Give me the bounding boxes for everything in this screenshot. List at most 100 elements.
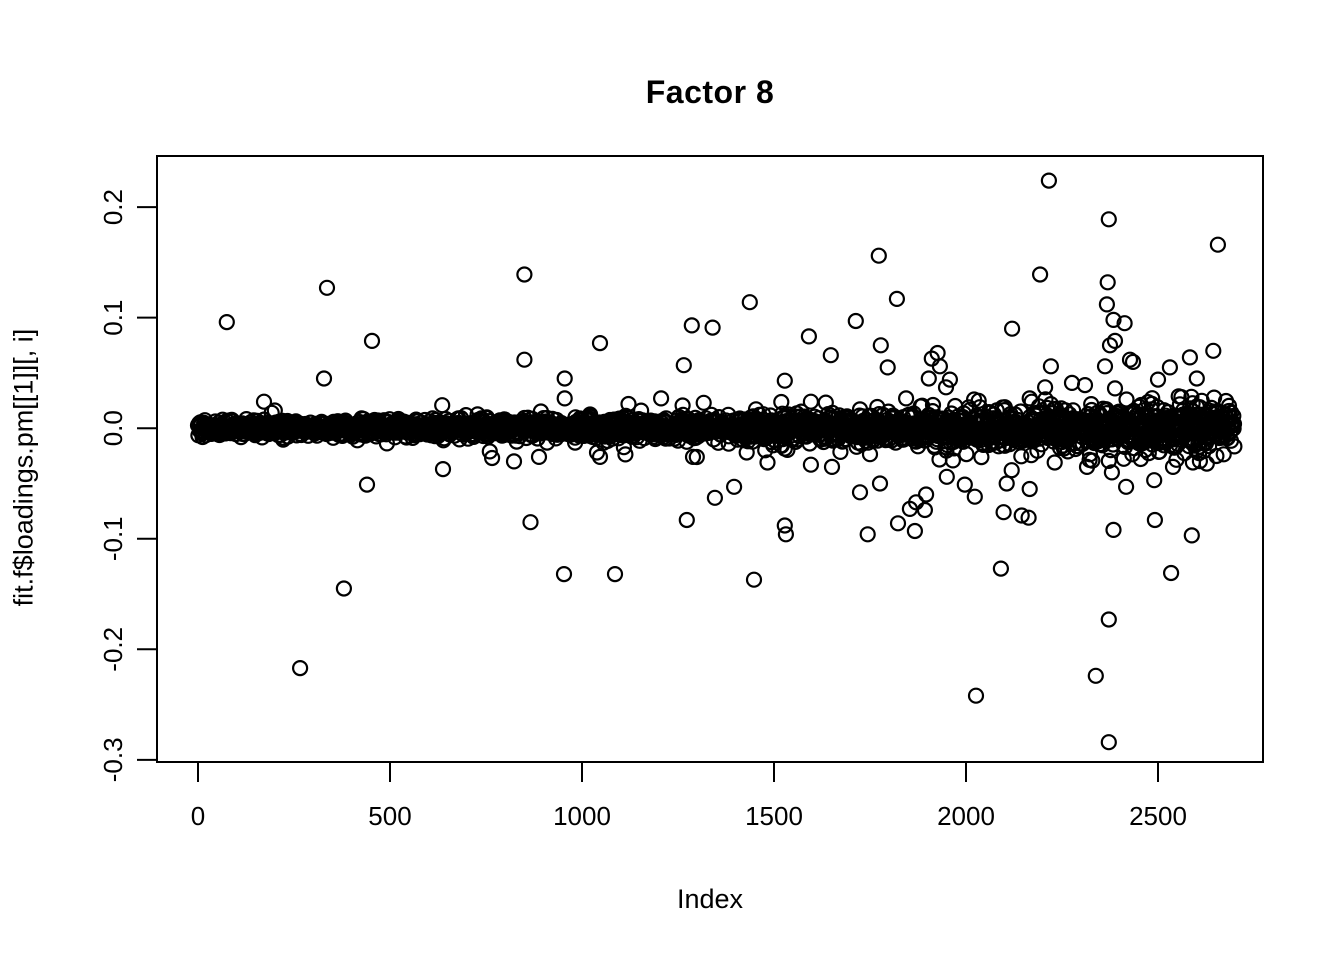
scatter-point bbox=[800, 328, 818, 345]
scatter-point bbox=[1040, 172, 1058, 189]
scatter-point bbox=[1191, 399, 1209, 416]
scatter-point bbox=[1023, 393, 1040, 410]
y-tick-label: -0.1 bbox=[98, 516, 128, 561]
scatter-point bbox=[522, 514, 539, 531]
y-axis-label: fit.f$loadings.pm[[1]][, i] bbox=[8, 328, 39, 607]
scatter-point bbox=[998, 475, 1015, 492]
scatter-point bbox=[1224, 413, 1241, 431]
scatter-point bbox=[1100, 211, 1117, 228]
scatter-point bbox=[1124, 353, 1142, 370]
scatter-point bbox=[484, 449, 501, 467]
plot-title: Factor 8 bbox=[645, 74, 775, 110]
scatter-point bbox=[363, 332, 381, 349]
scatter-point bbox=[606, 565, 624, 583]
scatter-point bbox=[434, 397, 451, 414]
scatter-point bbox=[917, 486, 935, 503]
scatter-point bbox=[358, 476, 376, 493]
scatter-point bbox=[1100, 611, 1117, 628]
scatter-point bbox=[1162, 564, 1180, 582]
scatter-point bbox=[1215, 446, 1232, 463]
scatter-point bbox=[1191, 453, 1209, 470]
scatter-point bbox=[683, 317, 700, 334]
x-axis-label: Index bbox=[676, 884, 744, 914]
x-tick-label: 2500 bbox=[1129, 801, 1187, 831]
scatter-point bbox=[1220, 397, 1238, 414]
scatter-point bbox=[516, 351, 533, 368]
scatter-point bbox=[870, 247, 887, 264]
scatter-point bbox=[1161, 359, 1179, 376]
scatter-point bbox=[556, 390, 573, 407]
scatter-point bbox=[1188, 370, 1205, 387]
scatter-point bbox=[1225, 415, 1243, 433]
scatter-point bbox=[1076, 377, 1094, 394]
scatter-point bbox=[1106, 380, 1124, 397]
scatter-point bbox=[944, 452, 962, 469]
scatter-point bbox=[965, 391, 983, 408]
scatter-point bbox=[617, 446, 634, 463]
scatter-point bbox=[879, 359, 896, 376]
y-tick-label: 0.2 bbox=[98, 189, 128, 225]
scatter-point bbox=[218, 314, 235, 331]
scatter-point bbox=[992, 560, 1010, 577]
scatter-point bbox=[1105, 521, 1122, 539]
scatter-point bbox=[255, 393, 273, 410]
scatter-point bbox=[967, 687, 985, 704]
scatter-point bbox=[725, 478, 743, 495]
scatter-point bbox=[1096, 358, 1114, 375]
scatter-point bbox=[1183, 527, 1200, 544]
scatter-point bbox=[888, 290, 906, 307]
scatter-point bbox=[931, 358, 949, 375]
scatter-point bbox=[591, 335, 609, 352]
scatter-point bbox=[555, 565, 573, 583]
scatter-point bbox=[1103, 464, 1121, 481]
scatter-point bbox=[1036, 379, 1054, 396]
scatter-point bbox=[434, 461, 452, 478]
scatter-point bbox=[1100, 452, 1117, 469]
scatter-point bbox=[1078, 458, 1096, 475]
scatter-point bbox=[871, 475, 889, 492]
scatter-point bbox=[688, 448, 705, 466]
scatter-point bbox=[916, 501, 934, 519]
scatter-point bbox=[938, 468, 955, 485]
scatter-point bbox=[1198, 455, 1215, 472]
scatter-point bbox=[851, 484, 869, 501]
x-tick-label: 1500 bbox=[745, 801, 803, 831]
scatter-point bbox=[958, 446, 975, 463]
scatter-point bbox=[1121, 351, 1139, 368]
scatter-point bbox=[674, 397, 691, 414]
scatter-point bbox=[566, 434, 584, 451]
scatter-point bbox=[937, 379, 955, 396]
x-tick-label: 1000 bbox=[553, 801, 611, 831]
scatter-point bbox=[872, 337, 889, 354]
x-tick-label: 500 bbox=[368, 801, 411, 831]
scatter-point bbox=[745, 571, 763, 588]
scatter-point bbox=[757, 442, 774, 459]
scatter-point bbox=[906, 522, 924, 540]
scatter-point bbox=[1021, 480, 1038, 498]
scatter-point bbox=[695, 394, 712, 411]
scatter-point bbox=[1046, 454, 1063, 471]
scatter-point bbox=[1226, 438, 1243, 455]
y-tick-label: -0.3 bbox=[98, 737, 128, 782]
scatter-point bbox=[720, 435, 737, 452]
scatter-point bbox=[1117, 478, 1135, 495]
scatter-point bbox=[823, 458, 841, 475]
scatter-point bbox=[1144, 390, 1161, 407]
scatter-point bbox=[996, 399, 1013, 416]
scatter-point bbox=[741, 294, 758, 311]
scatter-point bbox=[530, 448, 548, 465]
scatter-point bbox=[1164, 458, 1182, 475]
scatter-point bbox=[897, 390, 915, 407]
scatter-point bbox=[924, 396, 942, 414]
scatter-point bbox=[538, 434, 556, 451]
x-tick-label: 2000 bbox=[937, 801, 995, 831]
scatter-point bbox=[1100, 734, 1117, 751]
x-tick-label: 0 bbox=[191, 801, 205, 831]
scatter-point bbox=[966, 488, 983, 505]
scatter-point bbox=[1045, 401, 1063, 418]
scatter-point bbox=[591, 448, 609, 465]
scatter-point bbox=[920, 370, 937, 387]
scatter-point bbox=[1003, 320, 1021, 337]
